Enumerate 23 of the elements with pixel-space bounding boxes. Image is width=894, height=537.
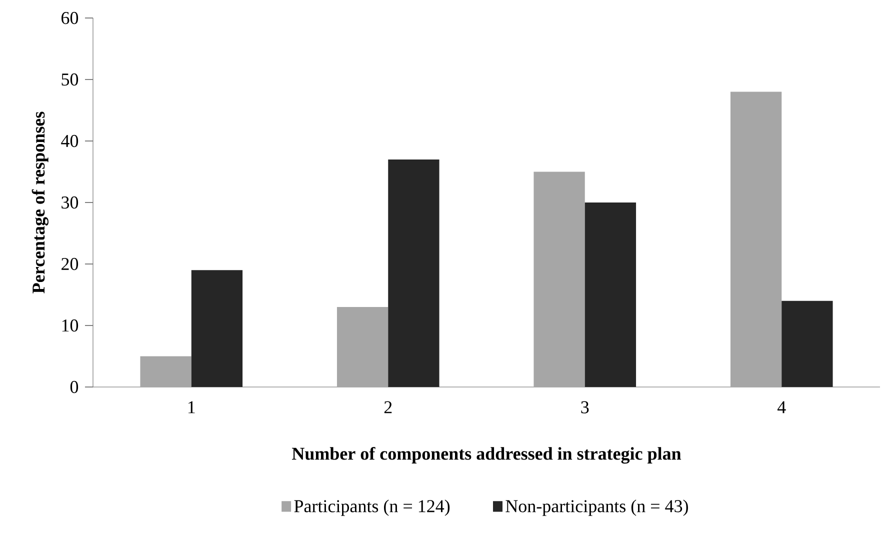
bar xyxy=(140,356,192,388)
y-tick-label: 50 xyxy=(62,73,78,86)
y-tick-label: 40 xyxy=(61,134,78,148)
legend-label: Participants (n = 124) xyxy=(294,500,450,516)
x-tick-label: 1 xyxy=(188,401,195,414)
bar xyxy=(336,307,388,388)
y-tick-label: 30 xyxy=(62,196,78,209)
bar xyxy=(388,159,440,388)
x-axis-title: Number of components addressed in strategic plan xyxy=(292,446,682,464)
bar xyxy=(782,300,833,388)
y-tick-label: 10 xyxy=(62,319,78,332)
bar xyxy=(191,270,243,388)
legend-label: Non-participants (n = 43) xyxy=(506,500,688,516)
y-tick-label: 20 xyxy=(62,258,78,270)
y-axis-title: Percentage of responses xyxy=(32,112,48,294)
y-tick-label: 60 xyxy=(62,12,78,24)
x-tick-label: 3 xyxy=(581,401,589,414)
bar xyxy=(730,92,782,388)
x-tick-label: 4 xyxy=(777,401,786,414)
x-tick-label: 2 xyxy=(384,401,392,414)
y-tick-label: 0 xyxy=(70,380,78,394)
bar xyxy=(534,172,585,388)
bar xyxy=(584,202,636,388)
